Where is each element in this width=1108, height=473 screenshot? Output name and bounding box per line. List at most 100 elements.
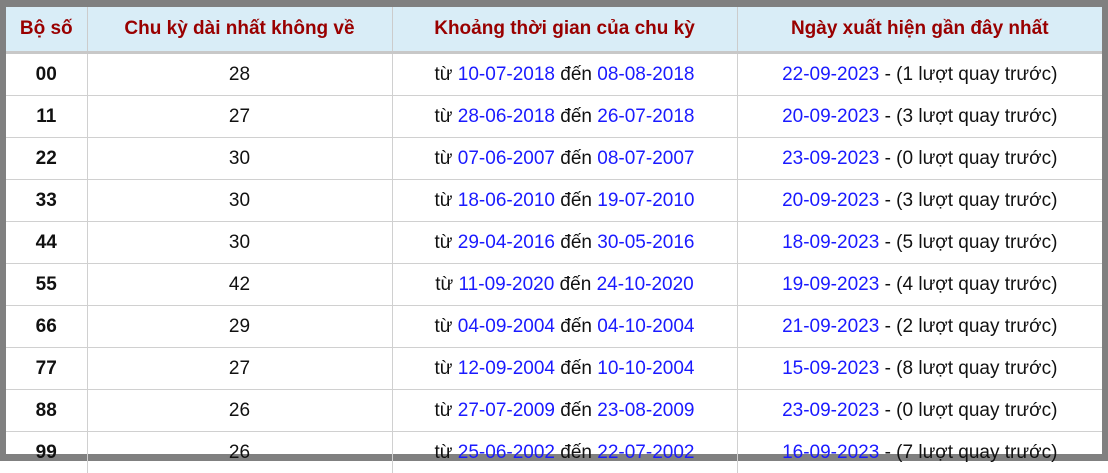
cycle-cell: 26 [87,390,392,432]
table-row: 99 26 từ 25-06-2002 đến 22-07-2002 16-09… [6,432,1102,473]
cycle-table: Bộ số Chu kỳ dài nhất không về Khoảng th… [6,7,1102,473]
end-date-link[interactable]: 24-10-2020 [597,274,694,295]
table-row: 66 29 từ 04-09-2004 đến 04-10-2004 21-09… [6,306,1102,348]
draws-ago: (2 lượt quay trước) [896,316,1057,337]
to-label: đến [560,148,592,169]
last-seen-cell: 23-09-2023 - (0 lượt quay trước) [737,138,1102,180]
number-cell: 55 [6,264,87,306]
table-row: 22 30 từ 07-06-2007 đến 08-07-2007 23-09… [6,138,1102,180]
to-label: đến [560,106,592,127]
separator: - [885,442,891,463]
table-row: 88 26 từ 27-07-2009 đến 23-08-2009 23-09… [6,390,1102,432]
separator: - [885,316,891,337]
period-cell: từ 25-06-2002 đến 22-07-2002 [392,432,737,473]
cycle-cell: 30 [87,222,392,264]
separator: - [885,190,891,211]
from-label: từ [435,400,453,421]
to-label: đến [560,232,592,253]
from-label: từ [435,316,453,337]
last-date-link[interactable]: 23-09-2023 [782,148,879,169]
cycle-cell: 29 [87,306,392,348]
last-date-link[interactable]: 20-09-2023 [782,190,879,211]
draws-ago: (4 lượt quay trước) [896,274,1057,295]
end-date-link[interactable]: 19-07-2010 [597,190,694,211]
separator: - [885,106,891,127]
last-date-link[interactable]: 15-09-2023 [782,358,879,379]
number-cell: 66 [6,306,87,348]
separator: - [885,400,891,421]
end-date-link[interactable]: 22-07-2002 [597,442,694,463]
period-cell: từ 27-07-2009 đến 23-08-2009 [392,390,737,432]
header-period: Khoảng thời gian của chu kỳ [392,7,737,53]
period-cell: từ 10-07-2018 đến 08-08-2018 [392,53,737,96]
number-cell: 00 [6,53,87,96]
draws-ago: (1 lượt quay trước) [896,64,1057,85]
from-label: từ [435,64,453,85]
period-cell: từ 29-04-2016 đến 30-05-2016 [392,222,737,264]
draws-ago: (0 lượt quay trước) [896,148,1057,169]
from-label: từ [435,190,453,211]
number-cell: 99 [6,432,87,473]
draws-ago: (3 lượt quay trước) [896,106,1057,127]
header-row: Bộ số Chu kỳ dài nhất không về Khoảng th… [6,7,1102,53]
draws-ago: (8 lượt quay trước) [896,358,1057,379]
start-date-link[interactable]: 10-07-2018 [458,64,555,85]
end-date-link[interactable]: 08-07-2007 [597,148,694,169]
end-date-link[interactable]: 08-08-2018 [597,64,694,85]
number-cell: 88 [6,390,87,432]
draws-ago: (5 lượt quay trước) [896,232,1057,253]
period-cell: từ 18-06-2010 đến 19-07-2010 [392,180,737,222]
last-date-link[interactable]: 16-09-2023 [782,442,879,463]
last-seen-cell: 16-09-2023 - (7 lượt quay trước) [737,432,1102,473]
start-date-link[interactable]: 12-09-2004 [458,358,555,379]
cycle-cell: 30 [87,138,392,180]
last-seen-cell: 23-09-2023 - (0 lượt quay trước) [737,390,1102,432]
last-date-link[interactable]: 23-09-2023 [782,400,879,421]
last-date-link[interactable]: 20-09-2023 [782,106,879,127]
number-cell: 33 [6,180,87,222]
from-label: từ [435,232,453,253]
last-date-link[interactable]: 18-09-2023 [782,232,879,253]
table-row: 55 42 từ 11-09-2020 đến 24-10-2020 19-09… [6,264,1102,306]
last-date-link[interactable]: 19-09-2023 [782,274,879,295]
from-label: từ [435,106,453,127]
cycle-cell: 42 [87,264,392,306]
end-date-link[interactable]: 30-05-2016 [597,232,694,253]
end-date-link[interactable]: 26-07-2018 [597,106,694,127]
period-cell: từ 07-06-2007 đến 08-07-2007 [392,138,737,180]
start-date-link[interactable]: 25-06-2002 [458,442,555,463]
last-seen-cell: 18-09-2023 - (5 lượt quay trước) [737,222,1102,264]
start-date-link[interactable]: 04-09-2004 [458,316,555,337]
to-label: đến [560,442,592,463]
cycle-cell: 27 [87,348,392,390]
start-date-link[interactable]: 27-07-2009 [458,400,555,421]
stats-panel: Bộ số Chu kỳ dài nhất không về Khoảng th… [0,0,1108,461]
end-date-link[interactable]: 04-10-2004 [597,316,694,337]
last-seen-cell: 21-09-2023 - (2 lượt quay trước) [737,306,1102,348]
start-date-link[interactable]: 18-06-2010 [458,190,555,211]
cycle-cell: 27 [87,96,392,138]
header-last-seen: Ngày xuất hiện gần đây nhất [737,7,1102,53]
start-date-link[interactable]: 29-04-2016 [458,232,555,253]
last-seen-cell: 22-09-2023 - (1 lượt quay trước) [737,53,1102,96]
to-label: đến [560,64,592,85]
draws-ago: (0 lượt quay trước) [896,400,1057,421]
end-date-link[interactable]: 23-08-2009 [597,400,694,421]
table-row: 33 30 từ 18-06-2010 đến 19-07-2010 20-09… [6,180,1102,222]
number-cell: 77 [6,348,87,390]
from-label: từ [435,442,453,463]
start-date-link[interactable]: 11-09-2020 [459,274,555,295]
to-label: đến [560,190,592,211]
last-date-link[interactable]: 22-09-2023 [782,64,879,85]
last-seen-cell: 20-09-2023 - (3 lượt quay trước) [737,180,1102,222]
table-row: 00 28 từ 10-07-2018 đến 08-08-2018 22-09… [6,53,1102,96]
start-date-link[interactable]: 07-06-2007 [458,148,555,169]
from-label: từ [435,274,453,295]
start-date-link[interactable]: 28-06-2018 [458,106,555,127]
separator: - [885,274,891,295]
to-label: đến [560,358,592,379]
separator: - [885,358,891,379]
last-date-link[interactable]: 21-09-2023 [782,316,879,337]
end-date-link[interactable]: 10-10-2004 [597,358,694,379]
last-seen-cell: 19-09-2023 - (4 lượt quay trước) [737,264,1102,306]
